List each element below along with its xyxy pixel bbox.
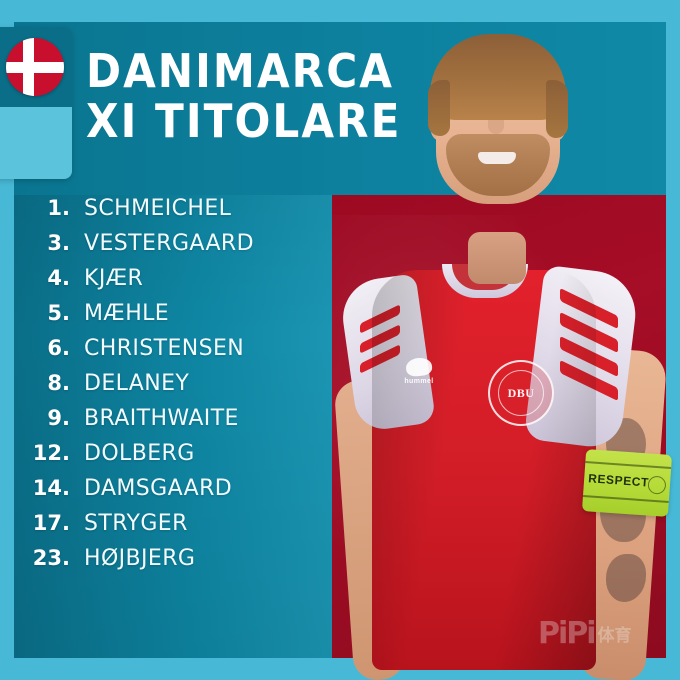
list-item: 23. HØJBJERG [0,546,330,581]
title-line-subtitle: XI TITOLARE [86,94,402,148]
list-item: 3. VESTERGAARD [0,231,330,266]
player-number: 6. [47,336,70,360]
player-name: DELANEY [84,371,190,396]
player-name: VESTERGAARD [84,231,254,256]
watermark-suffix-text: 体育 [597,625,632,646]
player-number: 14. [32,476,70,500]
player-number: 4. [47,266,70,290]
list-item: 6. CHRISTENSEN [0,336,330,371]
player-number: 5. [47,301,70,325]
list-item: 8. DELANEY [0,371,330,406]
player-name: BRAITHWAITE [84,406,239,431]
player-number: 23. [32,546,70,570]
denmark-flag-icon [6,38,64,96]
list-item: 17. STRYGER [0,511,330,546]
player-name: KJÆR [84,266,144,291]
player-name: MÆHLE [84,301,170,326]
player-number: 3. [47,231,70,255]
list-item: 5. MÆHLE [0,301,330,336]
badge-top-section [0,27,72,107]
country-badge: EURO2020 [0,27,72,179]
flag-horizontal-bar [6,61,64,73]
player-name: DAMSGAARD [84,476,233,501]
title-block: DANIMARCA XI TITOLARE [86,46,506,146]
list-item: 9. BRAITHWAITE [0,406,330,441]
roster-list: 1. SCHMEICHEL 3. VESTERGAARD 4. KJÆR 5. … [0,196,330,581]
player-photo-panel [332,195,666,658]
player-number: 8. [47,371,70,395]
list-item: 12. DOLBERG [0,441,330,476]
badge-bottom-section: EURO2020 [0,107,72,179]
player-number: 1. [47,196,70,220]
player-number: 17. [32,511,70,535]
list-item: 4. KJÆR [0,266,330,301]
player-name: STRYGER [84,511,188,536]
player-name: DOLBERG [84,441,195,466]
list-item: 14. DAMSGAARD [0,476,330,511]
player-name: SCHMEICHEL [84,196,232,221]
player-number: 9. [47,406,70,430]
title-line-country: DANIMARCA [86,44,394,98]
player-name: CHRISTENSEN [84,336,245,361]
list-item: 1. SCHMEICHEL [0,196,330,231]
watermark-logo-text: PiPi [538,615,597,651]
player-name: HØJBJERG [84,546,196,571]
player-number: 12. [32,441,70,465]
watermark: PiPi 体育 [538,612,668,654]
